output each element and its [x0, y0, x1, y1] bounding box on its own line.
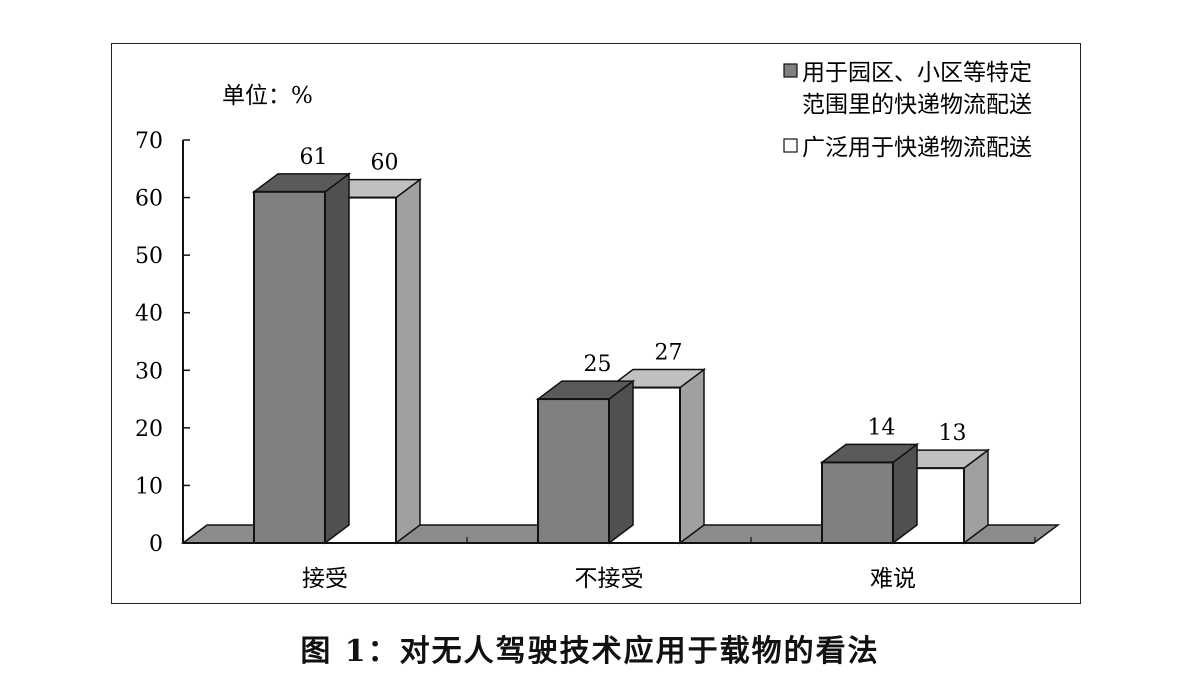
bar-side [324, 172, 350, 545]
y-tick-label: 30 [135, 359, 163, 384]
labels: 60 61 接受 27 25 不接受 13 14 难说 [300, 145, 967, 592]
category-label: 接受 [302, 566, 348, 592]
y-tick-label: 40 [135, 302, 163, 327]
bar-side [395, 178, 421, 545]
bars [251, 172, 991, 545]
bar-side [679, 368, 705, 545]
value-label: 25 [584, 352, 612, 377]
value-label: 14 [868, 415, 896, 440]
figure-caption: 图 1：对无人驾驶技术应用于载物的看法 [300, 634, 880, 669]
value-label: 13 [939, 421, 967, 446]
legend-swatch-series-2 [783, 138, 798, 153]
bar-side [608, 379, 634, 545]
category-label: 不接受 [575, 566, 644, 592]
value-label: 61 [300, 145, 328, 170]
unit-label: 单位：% [222, 83, 313, 109]
bar-1-1 [537, 398, 610, 545]
y-tick-label: 60 [135, 187, 163, 212]
y-tick-label: 70 [135, 129, 163, 154]
legend-label-series-1-line-2: 范围里的快递物流配送 [802, 92, 1032, 118]
value-label: 60 [371, 151, 399, 176]
y-tick-label: 10 [135, 474, 163, 499]
y-tick-label: 20 [135, 417, 163, 442]
y-tick-label: 50 [135, 244, 163, 269]
category-label: 难说 [870, 566, 916, 592]
legend-swatch-series-1 [783, 63, 798, 78]
legend-label-series-1-line-1: 用于园区、小区等特定 [802, 60, 1032, 86]
legend-label-series-2: 广泛用于快递物流配送 [802, 135, 1032, 161]
bar-1-2 [821, 461, 894, 544]
value-label: 27 [655, 341, 683, 366]
y-tick-label: 0 [149, 532, 163, 557]
y-axis: 0 10 20 30 40 50 60 70 [135, 129, 1034, 557]
legend: 用于园区、小区等特定 范围里的快递物流配送 广泛用于快递物流配送 [783, 60, 1032, 161]
bar-1-0 [253, 190, 326, 544]
